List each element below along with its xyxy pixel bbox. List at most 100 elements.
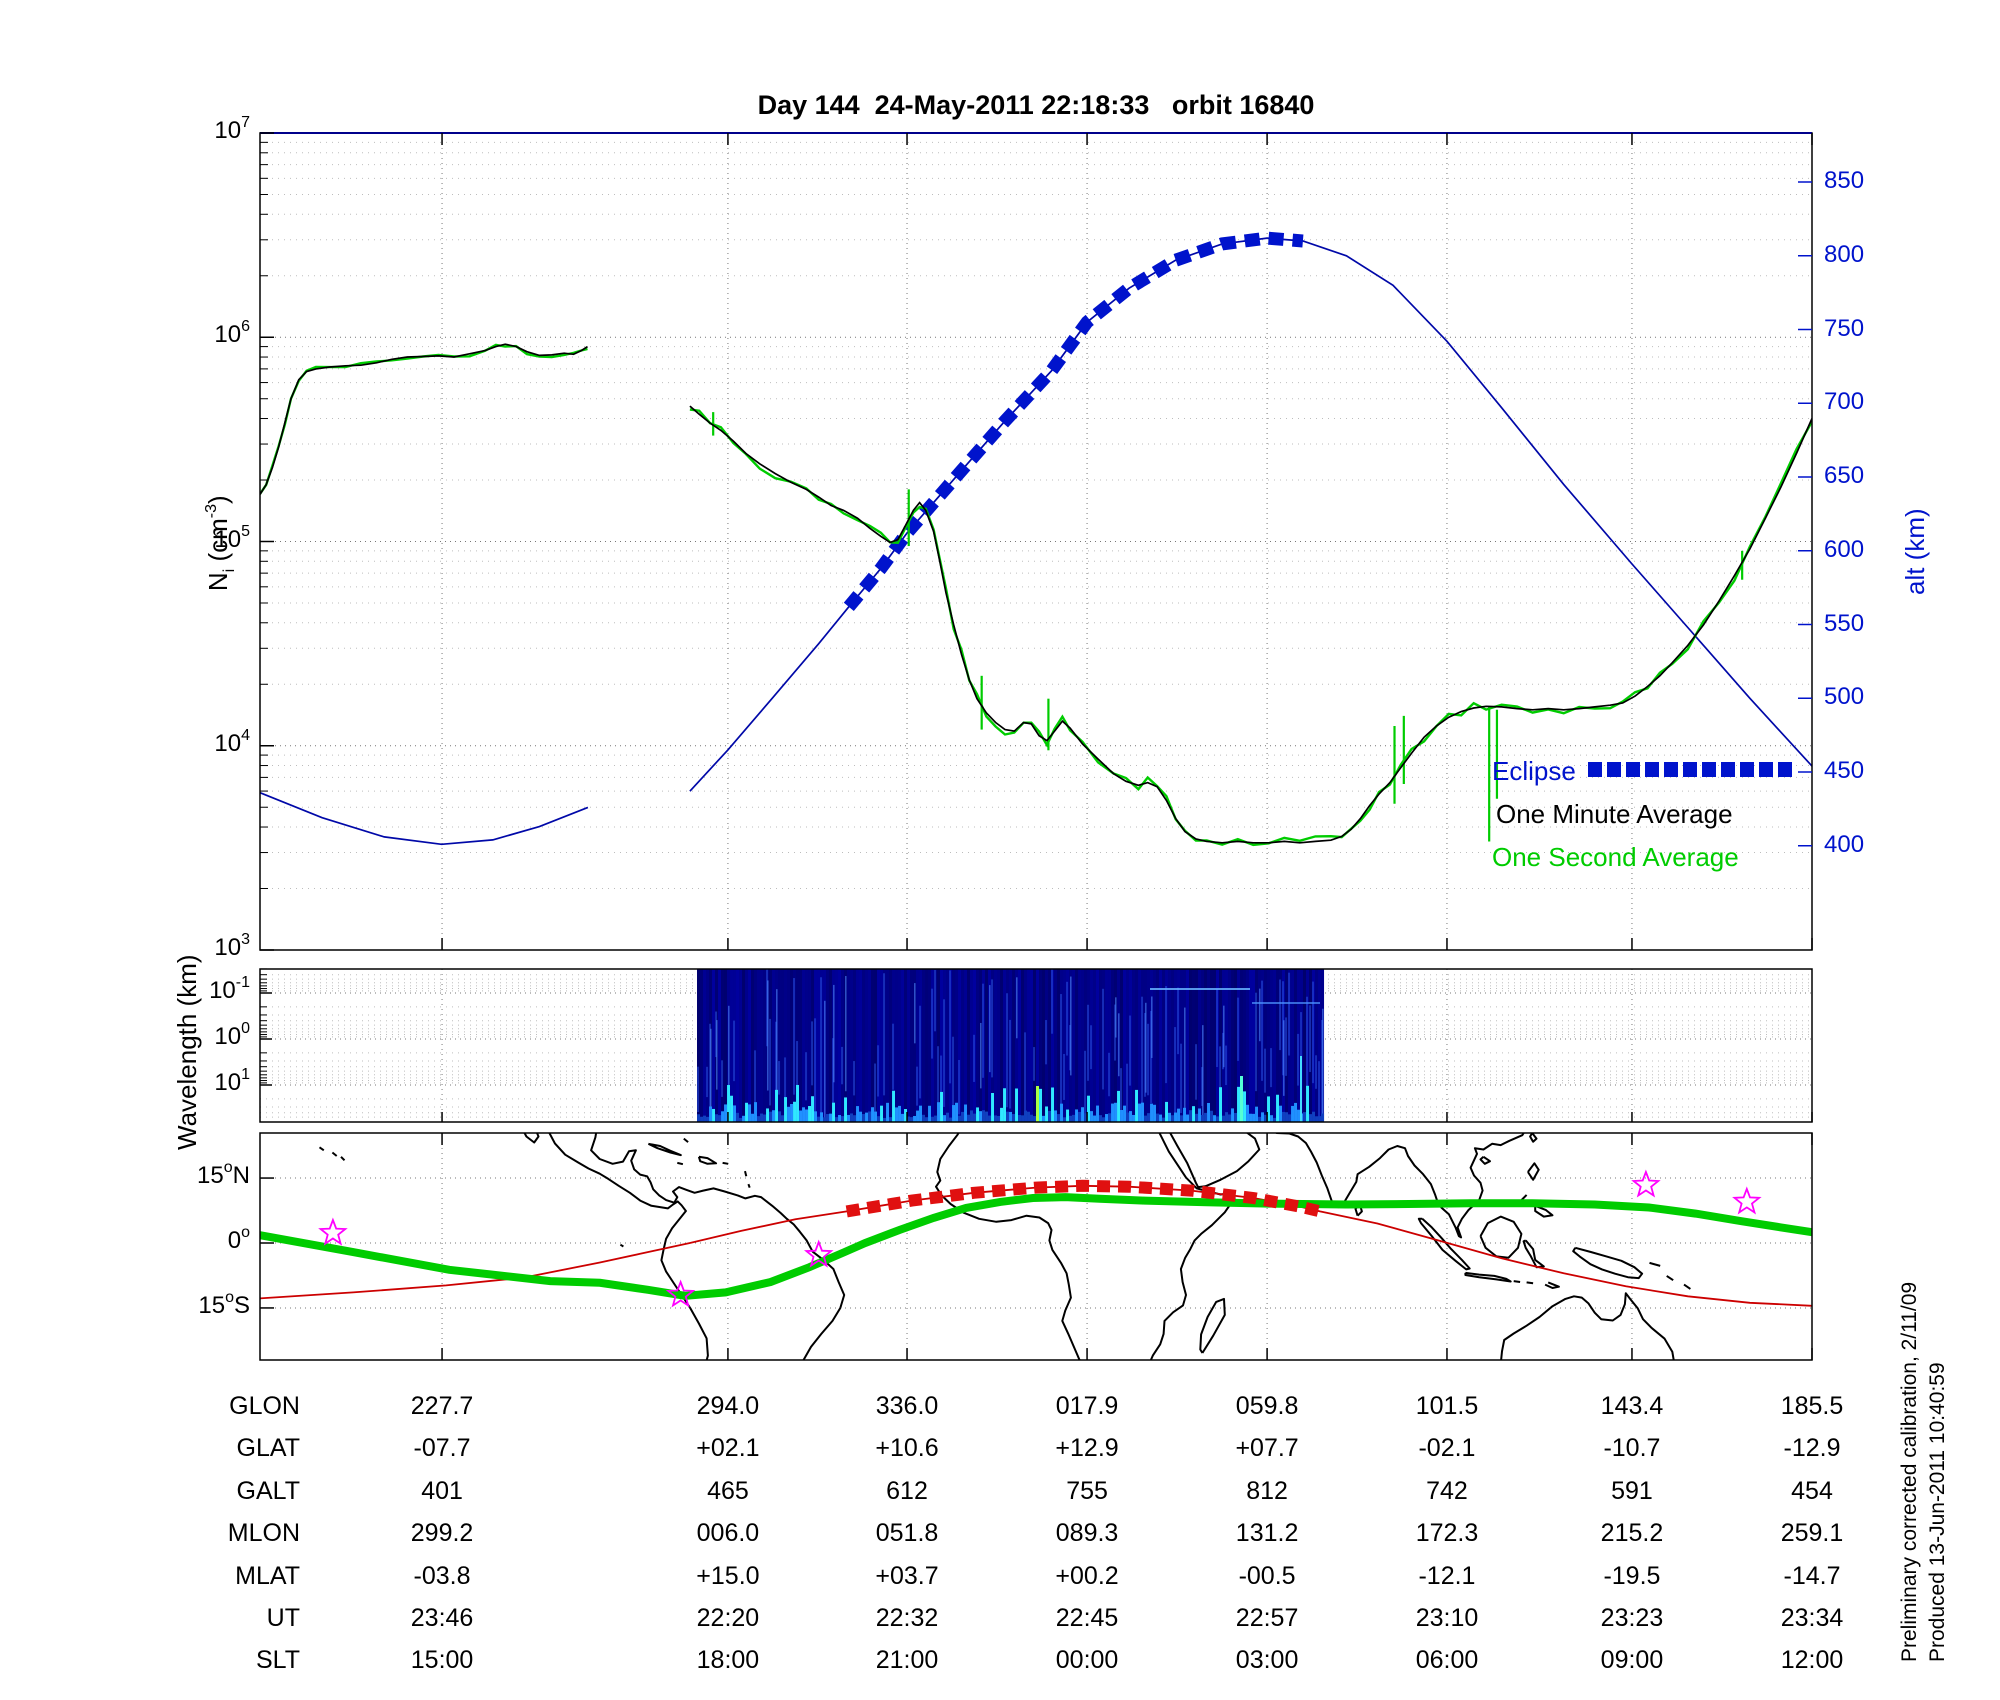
- spec-bottom-blue: [1174, 1112, 1178, 1122]
- table-cell: 051.8: [875, 1519, 939, 1548]
- spec-streak-bright: [1283, 1020, 1285, 1096]
- spec-streak: [1060, 994, 1063, 1122]
- table-cell: +00.2: [1055, 1561, 1119, 1590]
- spec-col: [1132, 969, 1136, 1122]
- spec-streak: [784, 1057, 787, 1106]
- coastline: [1500, 1292, 1675, 1360]
- spec-bottom-blue: [871, 1107, 875, 1122]
- spec-bottom-dim: [778, 1111, 782, 1122]
- spec-streak: [931, 988, 934, 1059]
- spec-col: [1042, 969, 1046, 1122]
- spec-bottom-blue: [751, 1113, 755, 1122]
- spec-streak-bright: [1151, 996, 1153, 1058]
- spec-streak: [1225, 1045, 1228, 1086]
- spec-col: [1108, 969, 1112, 1122]
- spec-bottom-dim: [925, 1117, 929, 1122]
- spec-bottom-cyan: [844, 1097, 848, 1122]
- spec-bottom-dim: [958, 1115, 962, 1122]
- coastline: [1544, 1281, 1560, 1289]
- ni-one-minute-right: [689, 405, 1812, 844]
- ni-axis-title-sup: -3: [203, 503, 220, 519]
- spec-bottom-blue: [1129, 1111, 1133, 1122]
- spec-streak-bright: [989, 985, 991, 1073]
- spec-bottom-cyan: [1066, 1109, 1070, 1122]
- spec-bottom-cyan: [1135, 1089, 1139, 1122]
- spec-bottom-dim: [967, 1114, 971, 1122]
- spec-bottom-blue: [1168, 1112, 1172, 1122]
- spec-bottom-dim: [949, 1117, 953, 1122]
- alt-tick-label: 850: [1824, 167, 1865, 194]
- spec-streak: [883, 973, 886, 1096]
- spec-col: [1021, 969, 1025, 1122]
- spec-col: [703, 969, 707, 1122]
- ni-tick-label: 107: [214, 114, 250, 144]
- coastline: [1527, 1162, 1540, 1181]
- spec-col: [1273, 969, 1277, 1122]
- table-cell: 18:00: [696, 1646, 760, 1675]
- coastline: [747, 1183, 751, 1188]
- spec-bottom-blue: [1138, 1103, 1142, 1122]
- coastline: [647, 1142, 682, 1157]
- table-cell: 03:00: [1235, 1646, 1299, 1675]
- spec-col: [1138, 969, 1142, 1122]
- spec-col: [700, 969, 704, 1122]
- spec-bottom-blue: [1042, 1115, 1046, 1122]
- spec-bottom-cyan: [811, 1096, 815, 1122]
- spec-teal-spike: [1240, 1076, 1243, 1122]
- spec-bottom-blue: [1060, 1103, 1064, 1122]
- ni-one-second-right: [689, 408, 1812, 847]
- spec-bottom-dim: [961, 1111, 965, 1122]
- spec-col: [1093, 969, 1097, 1122]
- spec-bottom-blue: [865, 1112, 869, 1122]
- spec-col: [1291, 969, 1295, 1122]
- spec-bottom-blue: [1081, 1107, 1085, 1122]
- spec-bottom-blue: [1297, 1109, 1301, 1122]
- table-cell: 15:00: [410, 1646, 474, 1675]
- coastline: [523, 1133, 540, 1144]
- spec-bottom-blue: [1279, 1105, 1283, 1122]
- table-cell: -12.9: [1783, 1434, 1841, 1463]
- spec-bottom-dim: [1027, 1111, 1031, 1122]
- spec-col: [970, 969, 974, 1122]
- spec-col: [916, 969, 920, 1122]
- spec-col: [763, 969, 767, 1122]
- spec-bottom-dim: [994, 1115, 998, 1122]
- spec-bottom-dim: [1303, 1112, 1307, 1122]
- spec-bottom-blue: [955, 1102, 959, 1122]
- coastline: [318, 1146, 325, 1152]
- spec-bottom-blue: [1198, 1108, 1202, 1122]
- coastline: [331, 1151, 338, 1157]
- spec-bottom-blue: [928, 1105, 932, 1122]
- star-marker: [665, 1279, 696, 1308]
- spec-col: [958, 969, 962, 1122]
- side-note-produced: Produced 13-Jun-2011 10:40:59: [1926, 1362, 1949, 1662]
- spec-bottom-cyan: [727, 1085, 731, 1122]
- table-cell: 09:00: [1600, 1646, 1664, 1675]
- star-marker: [318, 1217, 348, 1246]
- spec-bottom-blue: [1186, 1114, 1190, 1122]
- spec-streak: [793, 978, 796, 1095]
- spec-bottom-dim: [1258, 1116, 1262, 1122]
- spec-col: [907, 969, 911, 1122]
- spec-bottom-blue: [913, 1115, 917, 1122]
- spec-bottom-dim: [1021, 1115, 1025, 1122]
- spec-col: [964, 969, 968, 1122]
- spec-streak: [1279, 979, 1282, 1051]
- table-row-label: MLAT: [235, 1561, 300, 1590]
- spec-bottom-blue: [1114, 1102, 1118, 1122]
- spec-bottom-dim: [1018, 1115, 1022, 1122]
- spec-bottom-blue: [1123, 1105, 1127, 1122]
- table-row-label: MLON: [227, 1519, 300, 1548]
- coastline: [1572, 1246, 1644, 1280]
- spec-bottom-dim: [1180, 1115, 1184, 1122]
- spec-bottom-blue: [748, 1104, 752, 1122]
- map-group: [260, 1133, 1812, 1360]
- spec-col: [1015, 969, 1019, 1122]
- spec-streak: [1129, 1015, 1132, 1086]
- spec-col: [730, 969, 734, 1122]
- spec-bottom-blue: [1177, 1108, 1181, 1122]
- spec-col: [1270, 969, 1274, 1122]
- alt-tick-label: 800: [1824, 240, 1865, 268]
- spec-streak: [1270, 1048, 1273, 1088]
- spec-bottom-cyan: [880, 1105, 884, 1122]
